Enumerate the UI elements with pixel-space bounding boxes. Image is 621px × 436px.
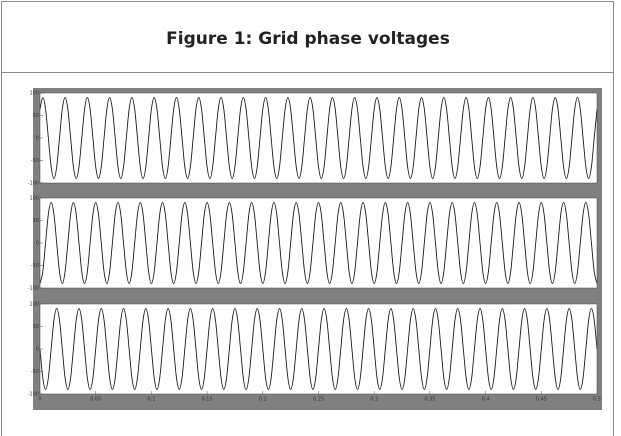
x-tick-label: 0.4 — [482, 397, 490, 403]
x-tick-label: 0.3 — [370, 397, 378, 403]
y-tick-label: 50 — [33, 218, 39, 224]
y-tick-label: 0 — [36, 347, 39, 353]
plot-border — [39, 197, 598, 289]
y-tick-label: 50 — [33, 113, 39, 119]
x-tick-label: 0.35 — [424, 397, 435, 403]
voltage-line — [39, 202, 598, 284]
y-tick-label: 100 — [29, 302, 39, 308]
y-tick-label: -50 — [31, 158, 39, 164]
voltage-line — [39, 97, 598, 179]
figure-title: Figure 1: Grid phase voltages — [166, 29, 450, 49]
y-tick-label: -100 — [28, 286, 39, 292]
plot-area — [40, 198, 597, 288]
y-tick-label: -100 — [28, 181, 39, 187]
x-tick-label: 0.5 — [593, 397, 601, 403]
x-tick-label: 0.15 — [202, 397, 213, 403]
y-tick-label: 50 — [33, 324, 39, 330]
x-tick-label: 0.2 — [259, 397, 267, 403]
x-tick-label: 0.45 — [536, 397, 547, 403]
x-tick-label: 0.1 — [147, 397, 155, 403]
y-tick-label: -50 — [31, 369, 39, 375]
x-tick-label: 0.25 — [313, 397, 324, 403]
x-tick-label: 0.05 — [90, 397, 101, 403]
voltage-line — [39, 308, 598, 390]
y-tick-label: 100 — [29, 196, 39, 202]
y-tick-label: -50 — [31, 263, 39, 269]
y-tick-label: -100 — [28, 392, 39, 398]
plot-border — [39, 92, 598, 184]
y-tick-label: 100 — [29, 91, 39, 97]
y-tick-label: 0 — [36, 136, 39, 142]
y-tick-label: 0 — [36, 241, 39, 247]
x-tick-label: 0 — [38, 397, 41, 403]
